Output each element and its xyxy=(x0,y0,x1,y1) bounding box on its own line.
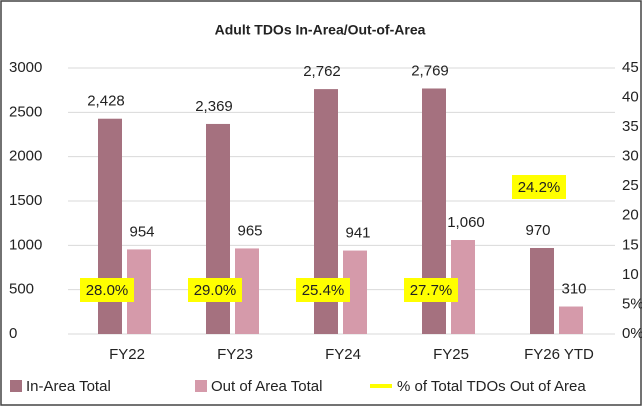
y2-tick-label: 15 xyxy=(622,236,639,253)
legend-label: Out of Area Total xyxy=(211,378,322,395)
data-label: 954 xyxy=(129,223,154,240)
y-tick-label: 2500 xyxy=(9,103,42,120)
data-label: 2,369 xyxy=(195,98,233,115)
bar xyxy=(530,247,554,334)
y-tick-label: 500 xyxy=(9,281,34,298)
data-label: 27.7% xyxy=(410,282,453,299)
data-label-box xyxy=(80,278,134,302)
x-tick-label: FY26 YTD xyxy=(524,346,594,363)
data-label-box xyxy=(188,278,242,302)
y-tick-label: 3000 xyxy=(9,59,42,76)
y2-tick-label: 40 xyxy=(622,89,639,106)
data-label: 24.2% xyxy=(518,179,561,196)
y2-tick-label: 45 xyxy=(622,59,639,76)
y2-tick-label: 0% xyxy=(622,325,642,342)
legend-label: In-Area Total xyxy=(26,378,111,395)
data-label: 2,762 xyxy=(303,63,341,80)
y2-tick-label: 35 xyxy=(622,118,639,135)
data-label: 2,428 xyxy=(87,93,125,110)
data-label: 2,769 xyxy=(411,62,449,79)
data-label: 1,060 xyxy=(447,214,485,231)
legend-swatch xyxy=(10,380,22,392)
data-label-box xyxy=(296,278,350,302)
y-tick-label: 1000 xyxy=(9,236,42,253)
data-label-box xyxy=(512,175,566,199)
y-tick-label: 2000 xyxy=(9,148,42,165)
legend-swatch xyxy=(195,380,207,392)
y2-tick-label: 10 xyxy=(622,266,639,283)
y2-tick-label: 30 xyxy=(622,148,639,165)
data-label: 965 xyxy=(237,222,262,239)
bar xyxy=(559,306,583,334)
legend-label: % of Total TDOs Out of Area xyxy=(397,378,586,395)
chart-title: Adult TDOs In-Area/Out-of-Area xyxy=(215,22,426,38)
y2-tick-label: 20 xyxy=(622,207,639,224)
data-label: 28.0% xyxy=(86,282,129,299)
data-label-box xyxy=(404,278,458,302)
x-tick-label: FY24 xyxy=(325,346,361,363)
y2-tick-label: 5% xyxy=(622,295,642,312)
data-label: 25.4% xyxy=(302,282,345,299)
x-tick-label: FY22 xyxy=(109,346,145,363)
data-label: 941 xyxy=(345,225,370,242)
bar xyxy=(206,123,230,334)
y-tick-label: 0 xyxy=(9,325,17,342)
data-label: 310 xyxy=(561,280,586,297)
data-label: 970 xyxy=(525,222,550,239)
data-label: 29.0% xyxy=(194,282,237,299)
y2-tick-label: 25 xyxy=(622,177,639,194)
x-tick-label: FY23 xyxy=(217,346,253,363)
x-tick-label: FY25 xyxy=(433,346,469,363)
y-tick-label: 1500 xyxy=(9,192,42,209)
